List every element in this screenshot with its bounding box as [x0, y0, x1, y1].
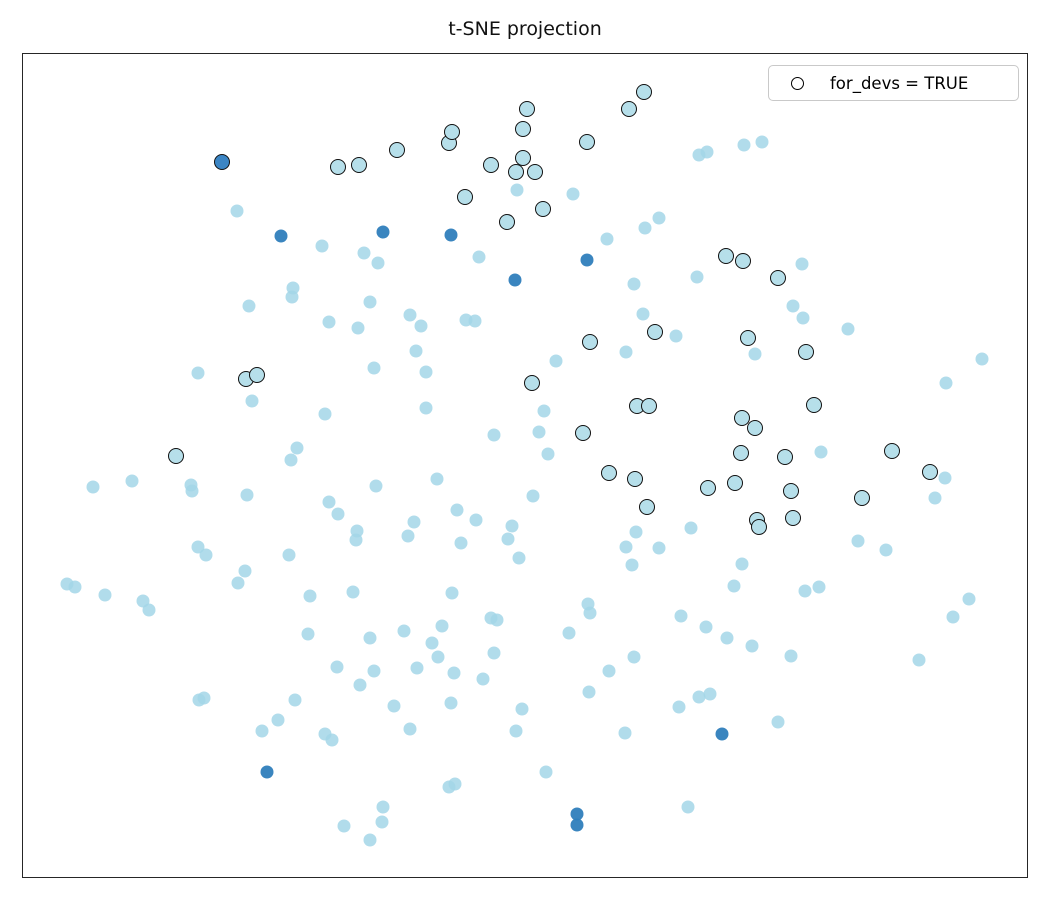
open-circle-icon: [791, 76, 804, 90]
plot-area: [22, 53, 1028, 878]
legend-label: for_devs = TRUE: [830, 73, 969, 93]
chart-title: t-SNE projection: [448, 18, 602, 40]
legend: for_devs = TRUE: [768, 65, 1019, 101]
